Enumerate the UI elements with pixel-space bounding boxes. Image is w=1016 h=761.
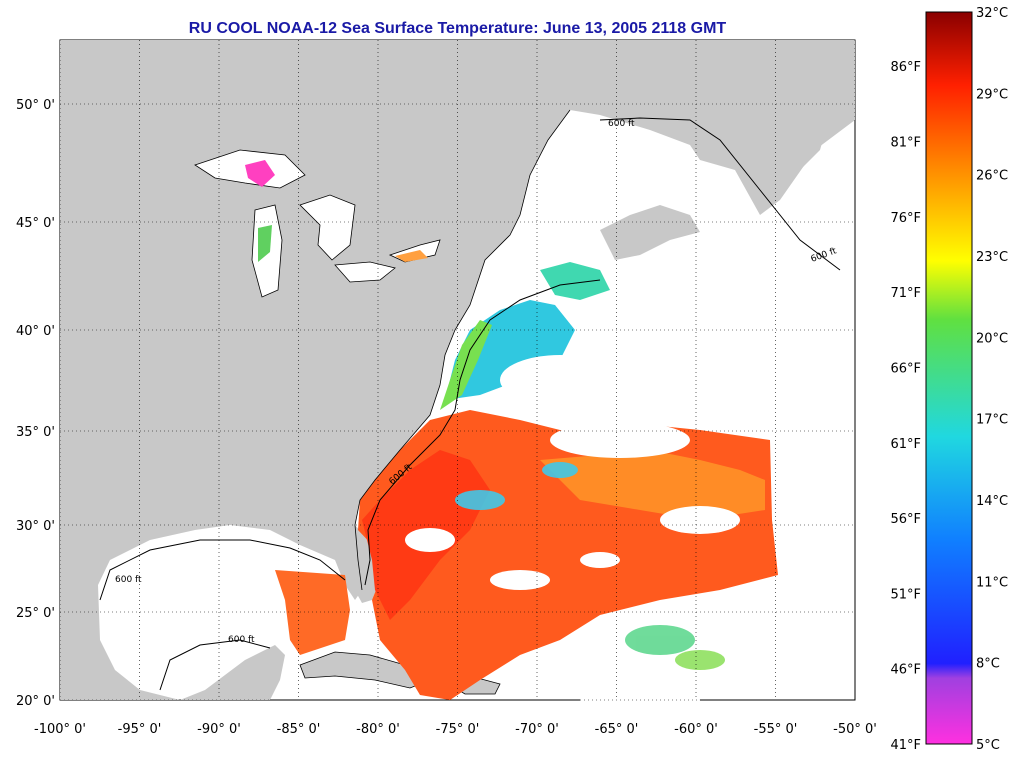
- latitude-tick-label: 50° 0': [16, 98, 55, 113]
- colorbar-celsius-label: 14°C: [976, 494, 1008, 509]
- latitude-tick-label: 25° 0': [16, 606, 55, 621]
- colorbar-fahrenheit-labels: 86°F 81°F 76°F 71°F 66°F 61°F 56°F 51°F 46°F 41°F: [890, 60, 921, 753]
- lake-sst-patches: [245, 160, 428, 262]
- orange-patch: [540, 450, 765, 520]
- map-title: RU COOL NOAA-12 Sea Surface Temperature:…: [188, 20, 727, 37]
- land-nova-scotia: [600, 205, 700, 260]
- shelf-green-band: [440, 320, 492, 410]
- longitude-tick-label: -50° 0': [833, 722, 877, 737]
- colorbar-fahrenheit-label: 46°F: [890, 663, 921, 678]
- contour-label: 600 ft: [228, 635, 255, 645]
- land-yucatan: [180, 645, 285, 700]
- colorbar-fahrenheit-label: 61°F: [890, 437, 921, 452]
- colorbar-fahrenheit-label: 56°F: [890, 512, 921, 527]
- colorbar-celsius-label: 11°C: [976, 575, 1008, 590]
- longitude-axis: -100° 0' -95° 0' -90° 0' -85° 0' -80° 0' -75°…: [34, 722, 877, 737]
- colorbar-fahrenheit-label: 66°F: [890, 361, 921, 376]
- colorbar: [925, 11, 973, 745]
- land-newfoundland: [690, 85, 830, 180]
- colorbar-celsius-label: 29°C: [976, 87, 1008, 102]
- latitude-tick-label: 30° 0': [16, 519, 55, 534]
- cool-patches: [455, 462, 725, 670]
- longitude-tick-label: -80° 0': [356, 722, 400, 737]
- latitude-tick-label: 20° 0': [16, 694, 55, 709]
- coastline: [354, 109, 571, 591]
- colorbar-fahrenheit-label: 51°F: [890, 587, 921, 602]
- latitude-tick-label: 35° 0': [16, 425, 55, 440]
- longitude-tick-label: -90° 0': [197, 722, 241, 737]
- graticule: [59, 40, 856, 701]
- colorbar-fahrenheit-label: 41°F: [890, 738, 921, 753]
- longitude-tick-label: -55° 0': [754, 722, 798, 737]
- colorbar-celsius-label: 20°C: [976, 331, 1008, 346]
- colorbar-celsius-label: 17°C: [976, 413, 1008, 428]
- latitude-axis: 20° 0' 25° 0' 30° 0' 35° 0' 40° 0' 45° 0' 50° …: [16, 98, 55, 709]
- latitude-tick-label: 40° 0': [16, 324, 55, 339]
- contour-label: 600 ft: [115, 575, 142, 585]
- land-florida: [348, 525, 380, 603]
- contour-label: 600 ft: [608, 119, 635, 129]
- longitude-tick-label: -70° 0': [515, 722, 559, 737]
- longitude-tick-label: -75° 0': [436, 722, 480, 737]
- longitude-tick-label: -100° 0': [34, 722, 86, 737]
- gulf-sst-band: [275, 570, 350, 655]
- gulf-of-maine-cool: [540, 262, 610, 300]
- colorbar-celsius-labels: 32°C 29°C 26°C 23°C 20°C 17°C 14°C 11°C 8°C 5°C: [976, 6, 1008, 753]
- colorbar-celsius-label: 23°C: [976, 250, 1008, 265]
- colorbar-fahrenheit-label: 76°F: [890, 211, 921, 226]
- depth-contours: [99, 117, 841, 691]
- colorbar-celsius-label: 26°C: [976, 169, 1008, 184]
- colorbar-fahrenheit-label: 81°F: [890, 136, 921, 151]
- colorbar-fahrenheit-label: 71°F: [890, 286, 921, 301]
- longitude-tick-label: -60° 0': [674, 722, 718, 737]
- colorbar-celsius-label: 5°C: [976, 738, 1000, 753]
- colorbar-celsius-label: 32°C: [976, 6, 1008, 21]
- latitude-tick-label: 45° 0': [16, 216, 55, 231]
- colorbar-fahrenheit-label: 86°F: [890, 60, 921, 75]
- map-panel: 600 ft 600 ft 600 ft 600 ft 600 ft: [59, 39, 856, 715]
- longitude-tick-label: -95° 0': [118, 722, 162, 737]
- colorbar-celsius-label: 8°C: [976, 657, 1000, 672]
- longitude-tick-label: -65° 0': [595, 722, 639, 737]
- longitude-tick-label: -85° 0': [277, 722, 321, 737]
- land-north-america: [60, 40, 855, 700]
